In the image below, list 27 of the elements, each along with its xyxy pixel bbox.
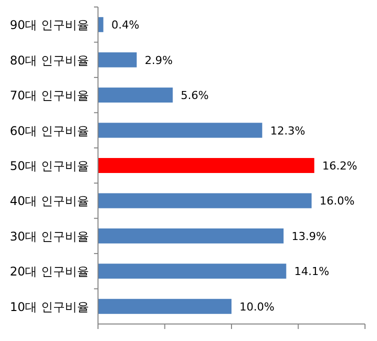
bar bbox=[98, 193, 312, 208]
y-tick-label: 10대 인구비율 bbox=[10, 300, 89, 314]
bar bbox=[98, 52, 137, 68]
bar bbox=[98, 122, 262, 138]
y-tick-label: 90대 인구비율 bbox=[10, 18, 89, 32]
data-label: 0.4% bbox=[111, 18, 140, 32]
y-tick-label: 60대 인구비율 bbox=[10, 124, 89, 138]
data-label: 16.0% bbox=[320, 194, 355, 208]
bar bbox=[98, 298, 232, 314]
data-label: 12.3% bbox=[270, 124, 306, 138]
bar bbox=[98, 88, 173, 103]
bar bbox=[98, 228, 284, 244]
y-tick-label: 80대 인구비율 bbox=[10, 53, 89, 68]
bar bbox=[98, 158, 314, 173]
y-tick-label: 50대 인구비율 bbox=[10, 159, 89, 173]
y-tick-label: 20대 인구비율 bbox=[10, 264, 89, 279]
data-label: 10.0% bbox=[240, 300, 274, 314]
y-tick-label: 30대 인구비율 bbox=[10, 229, 89, 244]
bar bbox=[98, 264, 286, 279]
data-label: 5.6% bbox=[180, 89, 209, 102]
data-label: 2.9% bbox=[144, 54, 173, 67]
data-label: 13.9% bbox=[292, 230, 327, 243]
data-label: 16.2% bbox=[322, 160, 358, 172]
y-tick-label: 40대 인구비율 bbox=[10, 194, 89, 208]
y-tick-label: 70대 인구비율 bbox=[10, 88, 89, 103]
bar bbox=[98, 17, 104, 32]
data-label: 14.1% bbox=[294, 265, 330, 278]
